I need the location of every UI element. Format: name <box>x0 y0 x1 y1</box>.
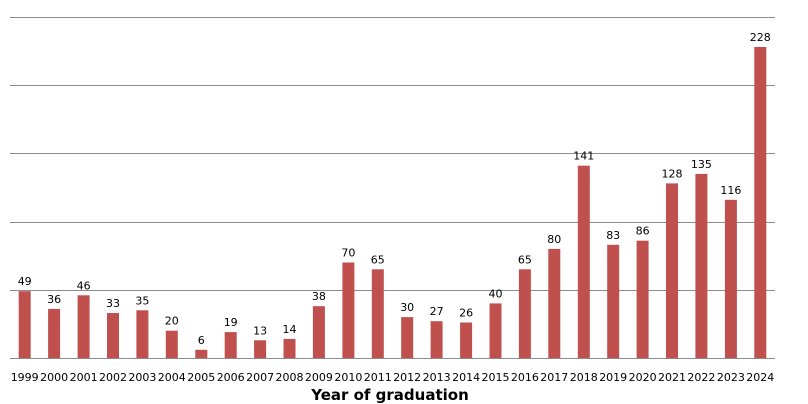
x-tick-2014: 2014 <box>452 371 480 384</box>
bar-2012 <box>401 317 414 358</box>
data-label-2014: 26 <box>459 307 473 320</box>
bar-2022 <box>695 173 708 358</box>
x-tick-2010: 2010 <box>334 371 362 384</box>
data-label-2024: 228 <box>750 31 771 44</box>
data-label-2002: 33 <box>106 297 120 310</box>
data-label-2003: 35 <box>135 294 149 307</box>
data-label-2022: 135 <box>691 158 712 171</box>
x-tick-2012: 2012 <box>393 371 421 384</box>
x-tick-2002: 2002 <box>99 371 127 384</box>
bar-2024 <box>754 47 767 358</box>
bar-2014 <box>460 322 473 358</box>
bar-2023 <box>724 199 737 358</box>
x-axis-title: Year of graduation <box>310 386 469 404</box>
data-label-2009: 38 <box>312 290 326 303</box>
data-label-2018: 141 <box>573 150 594 163</box>
x-tick-2022: 2022 <box>687 371 715 384</box>
bar-2013 <box>430 321 443 358</box>
bar-2004 <box>165 330 178 358</box>
bar-2017 <box>548 248 561 358</box>
bar-2010 <box>342 262 355 358</box>
bar-2019 <box>607 244 620 358</box>
bar-2008 <box>283 338 296 358</box>
bar-1999 <box>18 291 31 358</box>
data-label-2006: 19 <box>224 316 238 329</box>
data-label-2020: 86 <box>636 225 650 238</box>
x-tick-2006: 2006 <box>217 371 245 384</box>
x-tick-2009: 2009 <box>305 371 333 384</box>
x-tick-2021: 2021 <box>658 371 686 384</box>
x-tick-2003: 2003 <box>128 371 156 384</box>
data-label-2017: 80 <box>547 233 561 246</box>
data-label-2010: 70 <box>341 247 355 260</box>
x-tick-2016: 2016 <box>511 371 539 384</box>
x-tick-2007: 2007 <box>246 371 274 384</box>
bar-2006 <box>224 332 237 358</box>
x-tick-2000: 2000 <box>40 371 68 384</box>
data-label-2015: 40 <box>489 287 503 300</box>
data-label-2016: 65 <box>518 253 532 266</box>
data-label-2011: 65 <box>371 253 385 266</box>
bar-2020 <box>636 240 649 358</box>
bar-2007 <box>254 340 267 358</box>
bar-2016 <box>518 269 531 358</box>
bar-2005 <box>195 349 208 358</box>
x-tick-1999: 1999 <box>11 371 39 384</box>
x-tick-2008: 2008 <box>276 371 304 384</box>
bar-2000 <box>48 308 61 358</box>
bar-2009 <box>312 306 325 358</box>
bar-2003 <box>136 310 149 358</box>
x-tick-2018: 2018 <box>570 371 598 384</box>
data-label-2001: 46 <box>77 279 91 292</box>
x-tick-2004: 2004 <box>158 371 186 384</box>
x-tick-2023: 2023 <box>717 371 745 384</box>
bar-2018 <box>577 165 590 358</box>
data-label-2000: 36 <box>47 293 61 306</box>
bars <box>18 47 767 358</box>
x-tick-2017: 2017 <box>540 371 568 384</box>
data-label-2008: 14 <box>283 323 297 336</box>
bar-2021 <box>666 183 678 358</box>
data-label-2013: 27 <box>430 305 444 318</box>
x-tick-2019: 2019 <box>599 371 627 384</box>
x-tick-2013: 2013 <box>423 371 451 384</box>
x-tick-2024: 2024 <box>746 371 774 384</box>
bar-2011 <box>371 269 384 358</box>
x-tick-2001: 2001 <box>70 371 98 384</box>
data-label-1999: 49 <box>18 275 32 288</box>
data-label-2019: 83 <box>606 229 620 242</box>
data-label-2004: 20 <box>165 315 179 328</box>
x-tick-2011: 2011 <box>364 371 392 384</box>
x-tick-labels: 1999 2000 2001 2002 2003 2004 2005 2006 2007 2008… <box>11 371 775 384</box>
data-label-2012: 30 <box>400 301 414 314</box>
data-label-2023: 116 <box>720 184 741 197</box>
bar-2002 <box>107 313 119 358</box>
gridlines <box>10 17 775 291</box>
bar-2015 <box>489 303 502 358</box>
data-label-2005: 6 <box>198 334 205 347</box>
bar-2001 <box>77 295 90 358</box>
x-tick-2020: 2020 <box>629 371 657 384</box>
data-label-2007: 13 <box>253 324 267 337</box>
data-label-2021: 128 <box>662 167 683 180</box>
data-labels: 49 36 46 33 35 20 6 19 13 14 38 70 65 30 27 26 40 65 80 141… <box>18 31 771 347</box>
x-tick-2015: 2015 <box>482 371 510 384</box>
x-tick-2005: 2005 <box>187 371 215 384</box>
